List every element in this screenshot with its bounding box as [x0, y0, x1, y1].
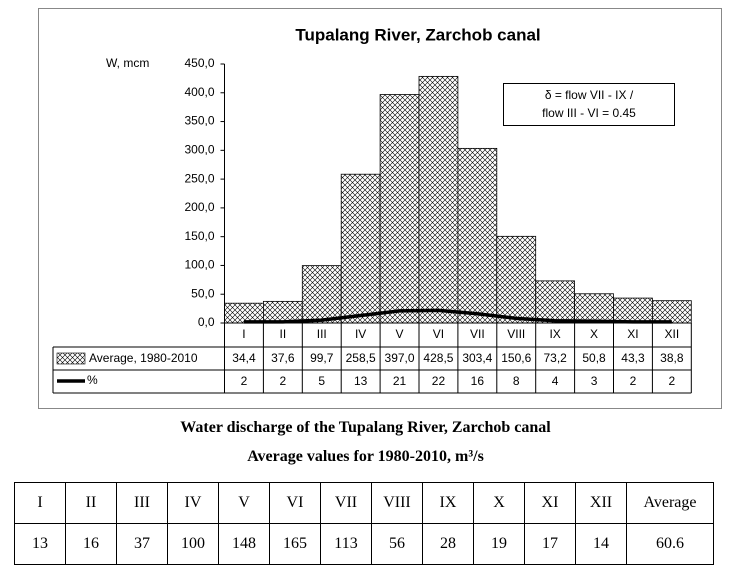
header-cell: III: [116, 482, 168, 524]
cell: 56: [371, 523, 423, 565]
header-cell: VII: [320, 482, 372, 524]
caption: Average values for 1980-2010, m³/s: [247, 448, 484, 465]
cell: 16: [65, 523, 117, 565]
y-tick-label: 0,0: [198, 315, 215, 329]
y-tick-label: 450,0: [184, 56, 214, 70]
header-cell: XI: [524, 482, 576, 524]
cell: 13: [14, 523, 66, 565]
annotation-box: [503, 83, 675, 126]
legend-swatch: [56, 352, 86, 365]
table-value: 21: [393, 374, 407, 388]
legend-label: Average, 1980-2010: [89, 351, 198, 365]
cell: 37: [116, 523, 168, 565]
x-tick-label: XII: [665, 327, 680, 341]
cell: 17: [524, 523, 576, 565]
table-value: 37,6: [271, 351, 295, 365]
y-tick-label: 50,0: [191, 286, 215, 300]
bar: [535, 280, 576, 324]
x-tick-label: V: [396, 327, 404, 341]
table-value: 3: [591, 374, 598, 388]
bar: [340, 173, 381, 324]
data-table: I II III IV V VI VII VIII IX X XI XII Average 13 16 37 1…: [14, 482, 714, 565]
cell: 28: [422, 523, 474, 565]
table-value: 303,4: [462, 351, 492, 365]
caption: Water discharge of the Tupalang River, Z…: [180, 419, 551, 436]
y-tick-label: 250,0: [184, 171, 214, 185]
bar: [457, 147, 498, 324]
header-cell: V: [218, 482, 270, 524]
table-value: 4: [552, 374, 559, 388]
header-cell: IV: [167, 482, 219, 524]
y-axis-label: W, mcm: [106, 56, 149, 70]
cell: 165: [269, 523, 321, 565]
header-cell: XII: [575, 482, 627, 524]
table-row: I II III IV V VI VII VIII IX X XI XII Average: [14, 482, 714, 524]
x-tick-label: VII: [470, 327, 485, 341]
table-value: 34,4: [232, 351, 256, 365]
table-value: 2: [241, 374, 248, 388]
table-row: 13 16 37 100 148 165 113 56 28 19 17 14 60.6: [14, 523, 714, 565]
table-value: 8: [513, 374, 520, 388]
table-value: 5: [318, 374, 325, 388]
x-tick-label: XI: [627, 327, 638, 341]
table-value: 13: [354, 374, 368, 388]
y-tick-label: 400,0: [184, 85, 214, 99]
table-value: 38,8: [660, 351, 684, 365]
header-cell: VI: [269, 482, 321, 524]
table-value: 43,3: [621, 351, 645, 365]
table-value: 428,5: [423, 351, 453, 365]
x-tick-label: VI: [433, 327, 444, 341]
table-value: 16: [471, 374, 485, 388]
chart-title: Tupalang River, Zarchob canal: [295, 25, 540, 44]
header-cell: X: [473, 482, 525, 524]
table-value: 99,7: [310, 351, 334, 365]
header-cell: II: [65, 482, 117, 524]
table-value: 397,0: [385, 351, 415, 365]
cell: 60.6: [626, 523, 714, 565]
header-cell: I: [14, 482, 66, 524]
x-tick-label: I: [242, 327, 245, 341]
legend-label: %: [87, 373, 98, 387]
bar: [224, 302, 264, 324]
y-tick-label: 150,0: [184, 229, 214, 243]
table-value: 50,8: [582, 351, 606, 365]
cell: 113: [320, 523, 372, 565]
y-tick-label: 100,0: [184, 258, 214, 272]
bar: [652, 300, 692, 324]
table-value: 258,5: [346, 351, 376, 365]
annotation: δ = flow VII - IX /: [545, 88, 634, 102]
header-cell: IX: [422, 482, 474, 524]
x-tick-label: III: [317, 327, 327, 341]
cell: 148: [218, 523, 270, 565]
bar: [496, 235, 537, 324]
cell: 19: [473, 523, 525, 565]
x-tick-label: VIII: [507, 327, 525, 341]
y-tick-label: 200,0: [184, 200, 214, 214]
x-tick-label: IV: [355, 327, 366, 341]
bar: [379, 94, 420, 324]
table-value: 22: [432, 374, 446, 388]
table-value: 73,2: [543, 351, 567, 365]
x-tick-label: II: [280, 327, 287, 341]
bar: [301, 265, 342, 324]
cell: 14: [575, 523, 627, 565]
y-tick-label: 300,0: [184, 143, 214, 157]
table-value: 2: [280, 374, 287, 388]
table-value: 2: [630, 374, 637, 388]
table-value: 2: [669, 374, 676, 388]
bar: [574, 293, 614, 324]
x-tick-label: X: [590, 327, 598, 341]
chart: Tupalang River, Zarchob canal W, mcm δ =…: [38, 8, 722, 409]
cell: 100: [167, 523, 219, 565]
bar: [613, 297, 653, 324]
line: [243, 308, 672, 324]
table-value: 150,6: [501, 351, 531, 365]
annotation: flow III - VI = 0.45: [542, 106, 636, 120]
y-tick-label: 350,0: [184, 114, 214, 128]
x-tick-label: IX: [549, 327, 560, 341]
bar: [418, 75, 459, 324]
header-cell: VIII: [371, 482, 423, 524]
header-cell: Average: [626, 482, 714, 524]
